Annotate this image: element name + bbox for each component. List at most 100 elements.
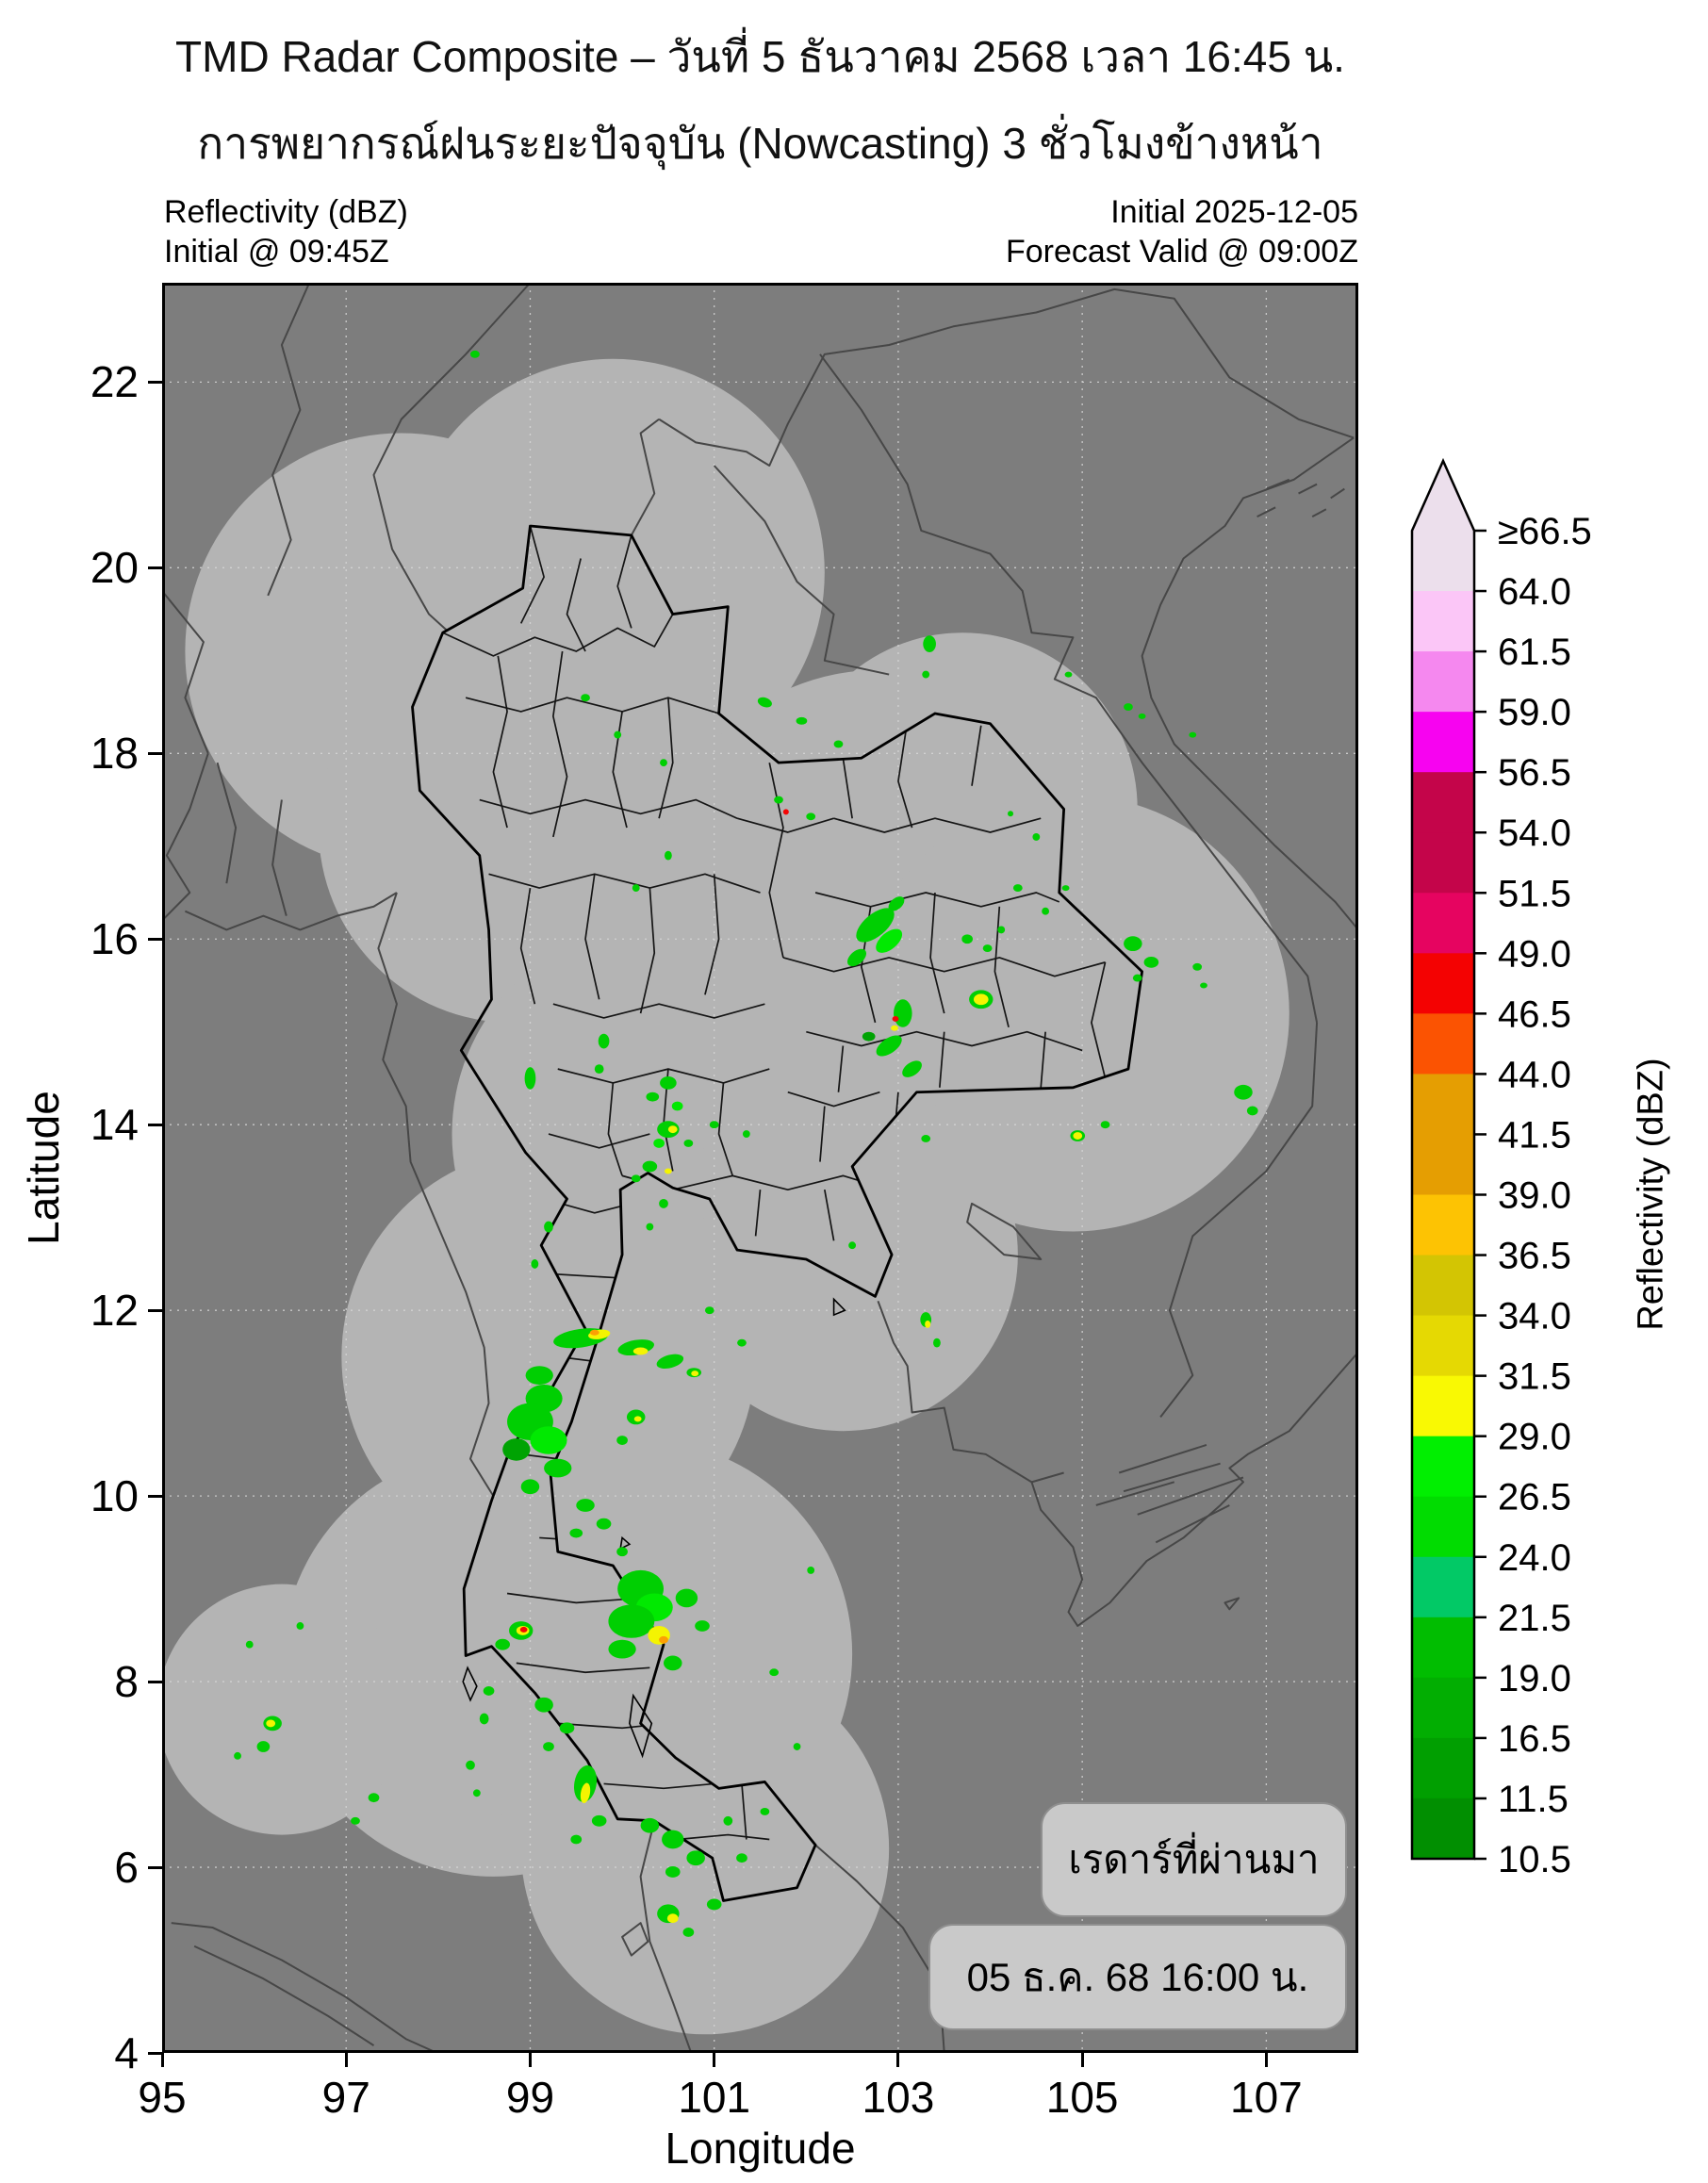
province-line	[705, 874, 719, 994]
radar-echo	[659, 1198, 668, 1208]
colorbar-tick-label: 34.0	[1498, 1296, 1571, 1338]
radar-echo	[266, 1719, 276, 1728]
radar-echo	[664, 850, 672, 861]
colorbar-segment	[1412, 772, 1474, 834]
radar-echo	[519, 1626, 528, 1633]
radar-echo	[544, 1221, 553, 1233]
radar-echo	[1032, 832, 1041, 841]
x-tick-label: 99	[505, 2073, 555, 2122]
colorbar-tick-label: 11.5	[1498, 1779, 1568, 1820]
neighbor-border	[162, 591, 208, 921]
radar-echo	[1100, 1121, 1110, 1129]
x-tick-label: 105	[1045, 2073, 1119, 2122]
province-line	[480, 800, 737, 819]
radar-echo	[760, 1808, 770, 1815]
province-line	[769, 763, 783, 958]
colorbar-segment	[1412, 1436, 1474, 1498]
radar-echo	[656, 1354, 684, 1369]
province-line	[972, 726, 981, 786]
colorbar-segment	[1412, 1013, 1474, 1075]
radar-echo	[862, 1031, 876, 1042]
radar-echo	[922, 670, 930, 679]
radar-echo	[1124, 703, 1133, 711]
colorbar-segment	[1412, 1496, 1474, 1558]
radar-map	[162, 283, 1358, 2053]
colorbar-tick-label: 44.0	[1498, 1054, 1571, 1095]
radar-echo	[675, 1588, 698, 1608]
radar-echo	[806, 812, 816, 821]
radar-echo	[782, 809, 789, 815]
radar-echo	[876, 928, 903, 953]
colorbar-segment	[1412, 1134, 1474, 1196]
colorbar-segment	[1412, 712, 1474, 773]
province-line	[820, 1107, 825, 1162]
province-line	[742, 1783, 747, 1839]
y-tick-label: 8	[114, 1657, 139, 1707]
neighbor-border	[1142, 437, 1358, 929]
radar-echo	[796, 716, 808, 725]
x-tick-label: 101	[678, 2073, 751, 2122]
x-tick	[528, 2053, 532, 2067]
province-line	[783, 958, 1106, 977]
province-line	[930, 893, 944, 1013]
colorbar-tick-label: 46.5	[1498, 993, 1571, 1035]
radar-echo	[559, 1722, 575, 1734]
y-tick	[148, 1123, 162, 1126]
radar-echo	[667, 1125, 678, 1134]
x-tick	[896, 2053, 900, 2067]
coast-detail	[630, 1696, 651, 1756]
header-right-line2: Forecast Valid @ 09:00Z	[1005, 234, 1358, 270]
radar-echo	[470, 350, 480, 358]
thailand-outline	[413, 526, 1142, 1900]
annotation-box2-text: 05 ธ.ค. 68 16:00 น.	[966, 1954, 1309, 1999]
annotation-box1-text: เรดาร์ที่ผ่านมา	[1068, 1837, 1320, 1881]
province-line	[1092, 962, 1106, 1078]
province-line	[825, 1190, 834, 1240]
colorbar-tick-label: 51.5	[1498, 873, 1571, 914]
radar-echo	[894, 999, 912, 1027]
header-left-line2: Initial @ 09:45Z	[164, 234, 389, 270]
radar-echo	[368, 1793, 380, 1803]
colorbar-segment	[1412, 1677, 1474, 1739]
neighbor-border	[378, 893, 493, 1496]
radar-echo	[531, 1259, 539, 1269]
radar-echo	[664, 1655, 682, 1671]
radar-coverage-disc	[667, 1077, 1018, 1432]
y-tick-label: 16	[90, 914, 139, 964]
province-line	[719, 1083, 733, 1175]
radar-echo	[614, 730, 622, 739]
neighbor-border	[714, 466, 889, 675]
y-tick-label: 22	[90, 357, 139, 407]
radar-echo	[736, 1853, 747, 1863]
radar-echo	[1012, 884, 1023, 893]
radar-echo	[1246, 1106, 1258, 1116]
header-left: Reflectivity (dBZ) Initial @ 09:45Z	[164, 192, 408, 271]
radar-echo	[646, 1223, 654, 1231]
radar-echo	[888, 896, 905, 911]
y-tick-label: 20	[90, 543, 139, 593]
radar-echo	[245, 1640, 254, 1649]
y-tick-label: 18	[90, 729, 139, 779]
radar-echo	[982, 944, 993, 953]
radar-echo	[1042, 907, 1050, 915]
province-line	[834, 818, 1042, 832]
colorbar-segment	[1412, 1074, 1474, 1136]
plot-frame	[162, 283, 1358, 2053]
colorbar-tick-label: 16.5	[1498, 1718, 1571, 1760]
radar-echo	[666, 1913, 679, 1924]
radar-echo	[793, 1743, 801, 1750]
radar-echo	[662, 1830, 684, 1849]
province-line	[493, 656, 507, 828]
province-line	[678, 1835, 770, 1840]
radar-echo	[902, 1060, 922, 1077]
province-line	[521, 888, 535, 1004]
radar-echo	[608, 1604, 655, 1638]
y-tick	[148, 751, 162, 755]
y-tick-label: 6	[114, 1843, 139, 1893]
province-line	[940, 1032, 944, 1088]
colorbar-segment	[1412, 1315, 1474, 1377]
radar-echo	[646, 1092, 660, 1102]
province-line	[843, 758, 852, 818]
radar-echo	[466, 1760, 475, 1770]
radar-echo	[706, 1898, 722, 1911]
